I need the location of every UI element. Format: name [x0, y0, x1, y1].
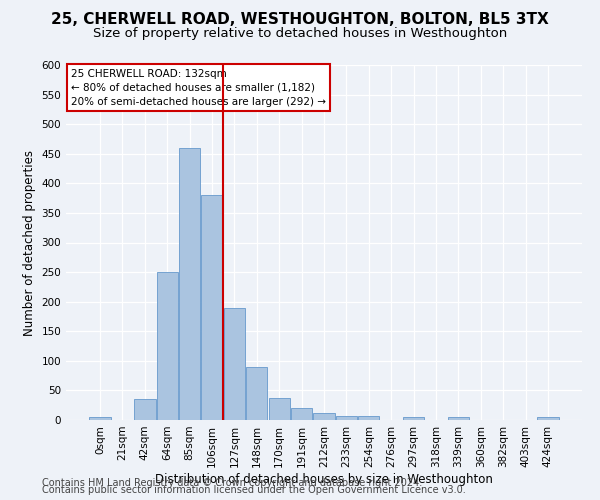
Text: 25, CHERWELL ROAD, WESTHOUGHTON, BOLTON, BL5 3TX: 25, CHERWELL ROAD, WESTHOUGHTON, BOLTON,…: [51, 12, 549, 28]
Bar: [179, 148, 200, 420]
Bar: [313, 413, 335, 420]
Bar: [224, 308, 245, 420]
Bar: [403, 417, 424, 420]
Bar: [89, 417, 111, 420]
Bar: [537, 417, 559, 420]
Bar: [448, 417, 469, 420]
X-axis label: Distribution of detached houses by size in Westhoughton: Distribution of detached houses by size …: [155, 472, 493, 486]
Bar: [157, 272, 178, 420]
Bar: [358, 416, 379, 420]
Bar: [269, 398, 290, 420]
Bar: [246, 367, 268, 420]
Bar: [202, 195, 223, 420]
Bar: [291, 408, 312, 420]
Text: 25 CHERWELL ROAD: 132sqm
← 80% of detached houses are smaller (1,182)
20% of sem: 25 CHERWELL ROAD: 132sqm ← 80% of detach…: [71, 68, 326, 106]
Bar: [134, 400, 155, 420]
Y-axis label: Number of detached properties: Number of detached properties: [23, 150, 36, 336]
Bar: [336, 416, 357, 420]
Text: Contains public sector information licensed under the Open Government Licence v3: Contains public sector information licen…: [42, 485, 466, 495]
Text: Size of property relative to detached houses in Westhoughton: Size of property relative to detached ho…: [93, 28, 507, 40]
Text: Contains HM Land Registry data © Crown copyright and database right 2024.: Contains HM Land Registry data © Crown c…: [42, 478, 422, 488]
